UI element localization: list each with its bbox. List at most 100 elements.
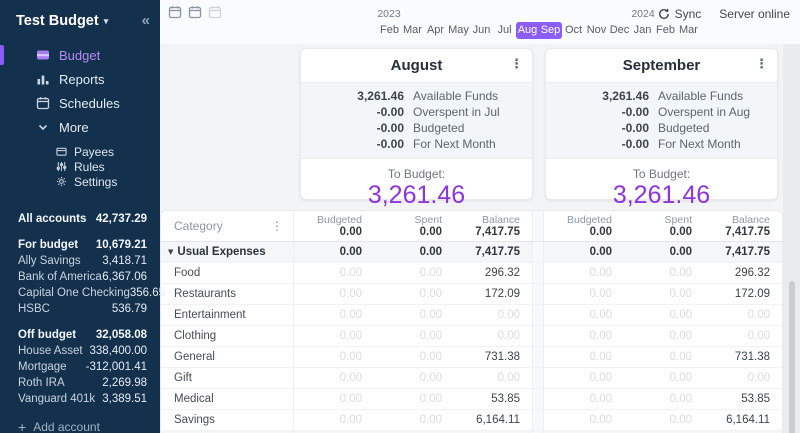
category-name-cell[interactable]: Entertainment [161, 305, 294, 325]
kebab-menu-icon[interactable]: ⋮ [271, 219, 283, 233]
month-item[interactable]: Jul [497, 24, 512, 36]
category-row-general[interactable]: General 0.00 0.00 731.38 0.00 0.00 731.3… [161, 347, 782, 368]
scrollbar-track[interactable] [783, 44, 800, 433]
month-item[interactable]: Jan [633, 24, 652, 36]
spent-cell[interactable]: 0.00 [669, 372, 692, 384]
sidebar-item-settings[interactable]: Settings [0, 174, 160, 189]
budget-switcher[interactable]: Test Budget ▾ « [0, 0, 160, 29]
budgeted-cell[interactable]: 0.00 [339, 288, 362, 300]
account-row[interactable]: House Asset 338,400.00 [0, 343, 160, 359]
server-status[interactable]: Server online [719, 7, 790, 21]
balance-cell[interactable]: 6,164.11 [476, 414, 520, 426]
spent-cell[interactable]: 0.00 [419, 414, 442, 426]
balance-cell[interactable]: 6,164.11 [726, 414, 770, 426]
category-row-food[interactable]: Food 0.00 0.00 296.32 0.00 0.00 296.32 [161, 263, 782, 284]
month-item[interactable]: Jun [472, 24, 491, 36]
balance-cell[interactable]: 53.85 [741, 393, 770, 405]
spent-cell[interactable]: 0.00 [419, 393, 442, 405]
month-item[interactable]: Feb [380, 24, 399, 36]
spent-cell[interactable]: 0.00 [669, 309, 692, 321]
spent-cell[interactable]: 0.00 [669, 267, 692, 279]
balance-cell[interactable]: 172.09 [734, 288, 770, 300]
scrollbar-thumb[interactable] [789, 281, 795, 433]
group-row-bills[interactable]: ▸Bills 0.00 0.00 0.00 0.00 0.00 0.00 [161, 431, 782, 433]
budgeted-cell[interactable]: 0.00 [589, 246, 612, 258]
month-item[interactable]: Mar [403, 24, 422, 36]
budgeted-cell[interactable]: 0.00 [339, 393, 362, 405]
budgeted-cell[interactable]: 0.00 [339, 372, 362, 384]
spent-cell[interactable]: 0.00 [669, 393, 692, 405]
spent-cell[interactable]: 0.00 [669, 246, 692, 258]
spent-cell[interactable]: 0.00 [669, 414, 692, 426]
month-item[interactable]: Feb [656, 24, 675, 36]
month-item[interactable]: Mar [679, 24, 698, 36]
budgeted-cell[interactable]: 0.00 [589, 288, 612, 300]
balance-cell[interactable]: 731.38 [734, 351, 770, 363]
budgeted-cell[interactable]: 0.00 [589, 330, 612, 342]
spent-cell[interactable]: 0.00 [419, 330, 442, 342]
chevron-down-icon[interactable]: ▼ [168, 248, 174, 256]
balance-cell[interactable]: 7,417.75 [725, 246, 770, 258]
kebab-menu-icon[interactable]: ⋮ [755, 57, 768, 72]
balance-cell[interactable]: 731.38 [484, 351, 520, 363]
sidebar-item-reports[interactable]: Reports [0, 67, 160, 91]
budgeted-cell[interactable]: 0.00 [589, 393, 612, 405]
to-budget-amount[interactable]: 3,261.46 [367, 181, 466, 209]
category-name-cell[interactable]: Gift [161, 368, 294, 388]
balance-cell[interactable]: 0.00 [497, 330, 520, 342]
balance-cell[interactable]: 0.00 [747, 309, 770, 321]
sidebar-item-more[interactable]: More [0, 115, 160, 139]
month-item[interactable]: Apr [426, 24, 445, 36]
month-item[interactable]: Dec [609, 24, 630, 36]
budgeted-cell[interactable]: 0.00 [339, 309, 362, 321]
balance-cell[interactable]: 296.32 [734, 267, 770, 279]
account-row[interactable]: Roth IRA 2,269.98 [0, 375, 160, 391]
month-item[interactable]: May [448, 24, 469, 36]
budgeted-cell[interactable]: 0.00 [339, 330, 362, 342]
category-row-medical[interactable]: Medical 0.00 0.00 53.85 0.00 0.00 53.85 [161, 389, 782, 410]
spent-cell[interactable]: 0.00 [669, 351, 692, 363]
balance-cell[interactable]: 172.09 [484, 288, 520, 300]
group-name-cell[interactable]: ▸Bills [161, 431, 294, 433]
spent-cell[interactable]: 0.00 [419, 351, 442, 363]
calendar-1-month-button[interactable] [168, 5, 182, 19]
calendar-2-month-button[interactable] [188, 5, 202, 19]
category-name-cell[interactable]: Savings [161, 410, 294, 430]
sidebar-item-payees[interactable]: Payees [0, 144, 160, 159]
sync-button[interactable]: Sync [658, 7, 701, 21]
budgeted-cell[interactable]: 0.00 [339, 267, 362, 279]
collapse-sidebar-button[interactable]: « [141, 12, 150, 29]
account-row[interactable]: HSBC 536.79 [0, 301, 160, 317]
category-row-restaurants[interactable]: Restaurants 0.00 0.00 172.09 0.00 0.00 1… [161, 284, 782, 305]
sidebar-item-schedules[interactable]: Schedules [0, 91, 160, 115]
category-name-cell[interactable]: Medical [161, 389, 294, 409]
kebab-menu-icon[interactable]: ⋮ [510, 57, 523, 72]
budgeted-cell[interactable]: 0.00 [589, 414, 612, 426]
month-item-selected[interactable]: Aug [516, 22, 539, 39]
spent-cell[interactable]: 0.00 [419, 267, 442, 279]
category-row-clothing[interactable]: Clothing 0.00 0.00 0.00 0.00 0.00 0.00 [161, 326, 782, 347]
spent-cell[interactable]: 0.00 [419, 372, 442, 384]
budgeted-cell[interactable]: 0.00 [339, 414, 362, 426]
for-budget-row[interactable]: For budget 10,679.21 [0, 237, 160, 253]
group-row-usual-expenses[interactable]: ▼ Usual Expenses 0.00 0.00 7,417.75 0.00 … [161, 242, 782, 263]
balance-cell[interactable]: 0.00 [497, 372, 520, 384]
category-name-cell[interactable]: Clothing [161, 326, 294, 346]
month-item[interactable]: Oct [564, 24, 583, 36]
month-item[interactable]: Nov [586, 24, 607, 36]
category-row-entertainment[interactable]: Entertainment 0.00 0.00 0.00 0.00 0.00 0… [161, 305, 782, 326]
sidebar-item-budget[interactable]: Budget [0, 43, 160, 67]
budgeted-cell[interactable]: 0.00 [589, 372, 612, 384]
sidebar-item-rules[interactable]: Rules [0, 159, 160, 174]
off-budget-row[interactable]: Off budget 32,058.08 [0, 327, 160, 343]
budgeted-cell[interactable]: 0.00 [339, 351, 362, 363]
budgeted-cell[interactable]: 0.00 [589, 309, 612, 321]
balance-cell[interactable]: 0.00 [747, 330, 770, 342]
balance-cell[interactable]: 7,417.75 [475, 246, 520, 258]
category-name-cell[interactable]: Restaurants [161, 284, 294, 304]
add-account-button[interactable]: + Add account [0, 420, 160, 433]
budgeted-cell[interactable]: 0.00 [589, 351, 612, 363]
balance-cell[interactable]: 0.00 [747, 372, 770, 384]
to-budget-amount[interactable]: 3,261.46 [612, 181, 711, 209]
spent-cell[interactable]: 0.00 [419, 246, 442, 258]
